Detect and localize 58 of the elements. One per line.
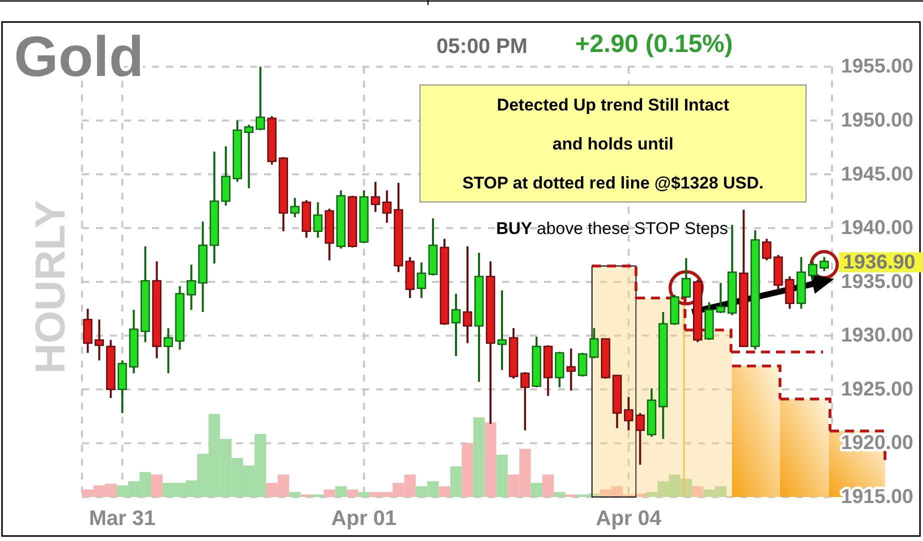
text: 05:00 PM: [436, 35, 528, 58]
candlestick: [164, 327, 173, 374]
candlestick: [462, 245, 472, 344]
bar: [335, 486, 347, 497]
candlestick: [578, 352, 588, 378]
y-tick-label: 1950.00: [841, 109, 914, 132]
chart-title: Gold: [14, 25, 144, 89]
candlestick: [244, 124, 254, 190]
candlestick: [808, 260, 818, 281]
x-tick-label: Apr 01: [331, 507, 397, 530]
y-tick-label: 1945.00: [841, 163, 914, 186]
candlestick: [497, 289, 507, 372]
bar: [473, 417, 485, 497]
candlestick: [416, 261, 426, 299]
y-tick-label: 1930.00: [841, 324, 914, 347]
bar: [151, 474, 163, 497]
bar: [530, 482, 542, 497]
candlestick: [256, 66, 266, 132]
candlestick: [520, 371, 530, 432]
y-tick-label: 1955.00: [841, 56, 914, 78]
candlestick: [94, 318, 104, 362]
candlestick: [589, 327, 599, 360]
text: 1936.90: [843, 251, 916, 274]
bar: [324, 490, 336, 497]
annotation: BUY above these STOP Steps: [496, 219, 728, 238]
y-tick-label: 1925.00: [841, 378, 914, 400]
candlestick: [762, 238, 772, 262]
bar: [358, 492, 370, 497]
candlestick: [716, 282, 726, 314]
bar: [289, 492, 301, 497]
x-tick-label: Mar 31: [89, 507, 156, 530]
text: +2.90 (0.15%): [575, 30, 733, 58]
candlestick: [186, 264, 196, 311]
candlestick: [370, 180, 380, 213]
candlestick: [451, 292, 461, 358]
x-tick-label: Apr 04: [596, 507, 662, 530]
bar: [450, 466, 462, 497]
candlestick: [624, 396, 634, 432]
bar: [554, 492, 566, 497]
candlestick: [290, 196, 300, 218]
candlestick: [635, 412, 645, 466]
candlestick: [313, 201, 323, 239]
candlestick: [785, 275, 794, 310]
bar: [496, 454, 508, 497]
candlestick: [382, 189, 392, 224]
candlestick: [83, 308, 92, 354]
y-tick-label: 1935.00: [841, 270, 914, 293]
bar: [484, 422, 496, 497]
bar: [692, 486, 704, 497]
annotation: Detected Up trend Still Intact and holds until STOP at dotted red line @$1328 USD.: [462, 96, 764, 192]
candlestick: [820, 256, 829, 272]
bar: [462, 443, 474, 497]
bar: [542, 474, 554, 497]
y-tick-label: 1940.00: [841, 217, 914, 240]
bar: [346, 490, 358, 497]
candlestick: [682, 257, 691, 299]
candlestick: [566, 348, 576, 392]
bar: [438, 486, 450, 497]
